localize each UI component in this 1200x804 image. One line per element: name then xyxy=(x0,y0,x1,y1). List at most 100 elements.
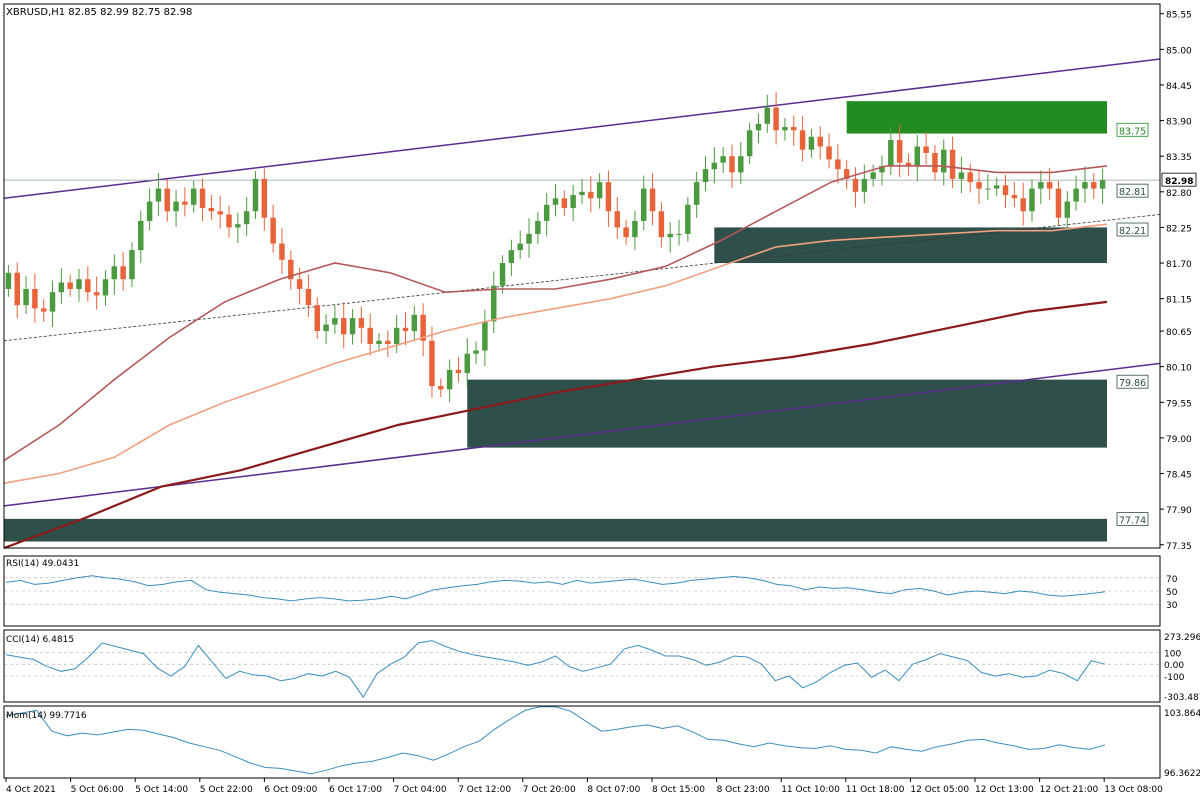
level-box xyxy=(1116,122,1149,137)
level-box xyxy=(1116,183,1149,198)
candle-body xyxy=(738,156,744,173)
candle-body xyxy=(1020,198,1026,212)
candle-body xyxy=(279,243,285,260)
candle-body xyxy=(1064,201,1071,218)
rsi-line xyxy=(5,575,1106,602)
candle-body xyxy=(226,214,232,228)
x-tick-label: 12 Oct 13:00 xyxy=(975,785,1034,795)
cci-header: CCI(14) 6.4815 xyxy=(6,635,74,645)
zone-rect xyxy=(4,518,1107,542)
candle-body xyxy=(932,152,938,173)
y-tick-label: 81.70 xyxy=(1166,260,1192,270)
candle-body xyxy=(199,188,206,208)
candle-body xyxy=(526,233,532,244)
y-tick-label: 78.45 xyxy=(1166,471,1192,481)
rsi-panel-frame xyxy=(3,555,1161,627)
candle-body xyxy=(605,182,612,212)
candle-body xyxy=(632,220,638,238)
candle-body xyxy=(340,318,347,335)
candle-body xyxy=(835,159,841,170)
level-label: 79.86 xyxy=(1119,378,1146,389)
y-tick-label: 82.25 xyxy=(1166,224,1192,234)
candle-body xyxy=(985,188,991,190)
candle-body xyxy=(393,327,400,344)
candle-body xyxy=(173,201,179,212)
x-tick-label: 7 Oct 04:00 xyxy=(394,785,447,795)
candle-body xyxy=(561,198,568,208)
candle-body xyxy=(693,182,700,205)
candle-body xyxy=(861,178,868,192)
y-tick-label: 80.65 xyxy=(1166,328,1192,338)
candle-body xyxy=(49,292,56,312)
zone-rect xyxy=(846,101,1107,134)
candle-body xyxy=(870,172,876,179)
candle-body xyxy=(1091,182,1097,189)
candle-body xyxy=(905,162,912,166)
candle-body xyxy=(755,123,762,131)
ma-red-line xyxy=(3,165,1108,462)
main-header: XBRUSD,H1 82.85 82.99 82.75 82.98 xyxy=(6,7,192,18)
cci-level-label: 100 xyxy=(1164,649,1181,659)
candle-body xyxy=(14,272,20,306)
candle-body xyxy=(208,208,215,212)
x-tick-label: 6 Oct 17:00 xyxy=(329,785,382,795)
x-tick-label: 7 Oct 20:00 xyxy=(523,785,576,795)
x-tick-label: 12 Oct 05:00 xyxy=(910,785,969,795)
candle-body xyxy=(1099,180,1106,189)
candle-body xyxy=(1046,182,1053,189)
x-tick-label: 6 Oct 09:00 xyxy=(264,785,317,795)
candle-body xyxy=(791,127,797,131)
candle-body xyxy=(676,233,682,235)
candle-body xyxy=(23,288,29,306)
x-tick-label: 11 Oct 18:00 xyxy=(846,785,905,795)
candle-body xyxy=(420,314,426,341)
x-tick-label: 5 Oct 14:00 xyxy=(135,785,188,795)
current-price-label: 82.98 xyxy=(1165,177,1193,187)
candle-body xyxy=(658,211,665,238)
main-panel-frame xyxy=(3,3,1161,549)
rsi-header: RSI(14) 49.0431 xyxy=(6,559,79,569)
candle-body xyxy=(641,188,647,221)
y-tick-label: 83.90 xyxy=(1166,118,1192,128)
rsi-level-label: 50 xyxy=(1166,588,1178,598)
candle-body xyxy=(711,162,718,170)
y-tick-label: 82.80 xyxy=(1166,189,1192,199)
candle-body xyxy=(85,279,91,293)
candle-body xyxy=(323,324,329,332)
x-tick-label: 8 Oct 07:00 xyxy=(587,785,640,795)
candle-body xyxy=(826,146,832,160)
x-tick-label: 7 Oct 12:00 xyxy=(458,785,511,795)
candle-body xyxy=(111,266,118,280)
zone-rect xyxy=(714,227,1107,264)
candle-body xyxy=(217,211,223,215)
y-tick-label: 79.00 xyxy=(1166,435,1192,445)
candle-body xyxy=(579,191,585,196)
y-tick-label: 84.45 xyxy=(1166,82,1192,92)
candle-body xyxy=(543,204,550,221)
candle-body xyxy=(570,195,576,208)
candle-body xyxy=(1082,182,1088,189)
candle-body xyxy=(120,266,126,280)
candle-body xyxy=(879,165,885,173)
candle-body xyxy=(1029,188,1035,212)
candle-body xyxy=(729,156,735,173)
y-tick-label: 83.35 xyxy=(1166,153,1192,163)
level-box xyxy=(1116,222,1149,237)
rsi-level-label: 70 xyxy=(1166,575,1178,585)
candle-body xyxy=(746,130,753,157)
x-tick-label: 13 Oct 08:00 xyxy=(1104,785,1163,795)
candle-body xyxy=(517,243,523,251)
candle-body xyxy=(923,146,929,153)
candle-body xyxy=(367,327,373,344)
candle-body xyxy=(843,169,850,179)
candle-body xyxy=(5,272,12,289)
candle-body xyxy=(817,136,823,147)
candle-body xyxy=(305,288,312,306)
y-tick-label: 80.10 xyxy=(1166,364,1192,374)
channel-line xyxy=(3,362,1161,507)
candle-body xyxy=(852,178,859,192)
candle-body xyxy=(402,327,409,332)
candle-body xyxy=(146,201,153,221)
current-price-box xyxy=(1161,172,1197,187)
